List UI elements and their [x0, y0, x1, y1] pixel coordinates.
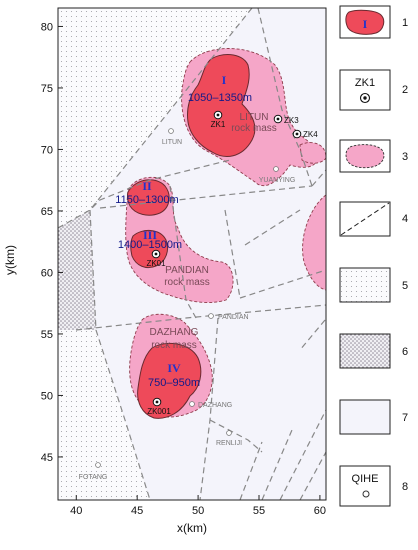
x-axis-title: x(km)	[177, 521, 207, 535]
y-tick-label: 50	[41, 390, 53, 402]
well-zk001-label: ZK001	[147, 407, 171, 416]
zone-iv-range: 750–950m	[148, 377, 200, 389]
town-fotang-label: FOTANG	[79, 474, 108, 481]
well-zk1: ZK1	[211, 110, 226, 129]
anomaly-zone-iv	[137, 342, 202, 419]
legend-item-3: 3	[339, 139, 408, 173]
legend-3-number: 3	[402, 151, 408, 163]
legend-item-8: QIHE 8	[339, 465, 408, 507]
zone-iii-range: 1400–1500m	[118, 239, 182, 251]
well-zk01-label: ZK01	[146, 259, 166, 268]
zone-ii-label: II	[142, 179, 152, 193]
y-tick-label: 80	[41, 21, 53, 33]
x-tick-label: 45	[131, 505, 143, 517]
anomaly-zone-ii	[126, 179, 170, 216]
pandian-mass-sub: rock mass	[164, 277, 210, 288]
litun-mass-name: LITUN	[240, 112, 269, 123]
x-tick-label: 50	[192, 505, 204, 517]
town-yuanying-label: YUANYING	[259, 177, 296, 184]
well-zk01: ZK01	[146, 249, 166, 268]
well-zk3-label: ZK3	[284, 116, 299, 125]
x-tick-labels: 40 45 50 55 60	[70, 505, 326, 517]
litun-mass-sub: rock mass	[231, 123, 277, 134]
dazhang-mass-sub: rock mass	[151, 340, 197, 351]
y-tick-label: 45	[41, 452, 53, 464]
legend-7-number: 7	[402, 412, 408, 424]
town-pandian: PANDIAN	[208, 313, 249, 321]
legend-item-2: ZK1 2	[339, 69, 408, 111]
town-renliji: RENLIJI	[216, 430, 242, 447]
well-zk001: ZK001	[147, 397, 171, 416]
well-zk1-label: ZK1	[211, 120, 226, 129]
legend-1-number: 1	[402, 17, 408, 29]
plot-frame	[57, 7, 327, 501]
legend-item-1: I 1	[339, 5, 408, 39]
zone-ii-range: 1150–1300m	[115, 194, 178, 206]
y-axis-title: y(km)	[3, 245, 17, 275]
town-litun: LITUN	[162, 128, 182, 146]
legend-2-symbol: ZK1	[355, 77, 375, 89]
fault-lines	[58, 8, 326, 500]
well-zk3: ZK3	[273, 114, 299, 125]
town-dazhang: DAZHANG	[189, 401, 232, 409]
legend-8-number: 8	[402, 481, 408, 493]
y-tick-label: 55	[41, 329, 53, 341]
y-tick-labels: 45 50 55 60 65 70 75 80	[41, 21, 53, 464]
map-body	[58, 8, 326, 500]
town-pandian-label: PANDIAN	[218, 314, 249, 321]
town-yuanying: YUANYING	[259, 166, 296, 184]
legend-5-number: 5	[402, 280, 408, 292]
zone-iii-label: III	[143, 228, 157, 242]
legend-item-4: 4	[339, 201, 408, 237]
legend-1-symbol: I	[363, 17, 368, 31]
y-tick-label: 65	[41, 206, 53, 218]
town-litun-label: LITUN	[162, 139, 182, 146]
x-tick-label: 55	[253, 505, 265, 517]
legend-item-6: 6	[339, 333, 408, 369]
well-zk4: ZK4	[292, 129, 318, 139]
legend-item-7: 7	[339, 399, 408, 435]
legend-4-number: 4	[402, 213, 408, 225]
legend: I 1 ZK1 2 3 4 5 6 7	[339, 5, 408, 507]
y-tick-label: 60	[41, 267, 53, 279]
x-tick-label: 60	[314, 505, 326, 517]
zone-iv-label: IV	[167, 361, 181, 375]
anomaly-zone-i	[187, 54, 256, 157]
legend-item-5: 5	[339, 267, 408, 303]
zone-i-range: 1050–1350m	[188, 92, 252, 104]
y-tick-label: 70	[41, 144, 53, 156]
legend-6-number: 6	[402, 346, 408, 358]
dazhang-mass-name: DAZHANG	[150, 327, 199, 338]
well-zk4-label: ZK4	[303, 130, 318, 139]
y-tick-label: 75	[41, 83, 53, 95]
legend-8-symbol: QIHE	[352, 473, 379, 485]
legend-2-number: 2	[402, 84, 408, 96]
x-tick-label: 40	[70, 505, 82, 517]
town-fotang: FOTANG	[79, 462, 108, 481]
pandian-mass-name: PANDIAN	[165, 265, 209, 276]
town-dazhang-label: DAZHANG	[198, 402, 232, 409]
east-rock-mass	[302, 194, 326, 291]
anomaly-zone-iii	[130, 230, 169, 269]
dotted-unit-southwest	[58, 330, 150, 500]
zone-i-label: I	[222, 73, 227, 87]
town-renliji-label: RENLIJI	[216, 440, 242, 447]
tick-marks	[58, 25, 321, 500]
